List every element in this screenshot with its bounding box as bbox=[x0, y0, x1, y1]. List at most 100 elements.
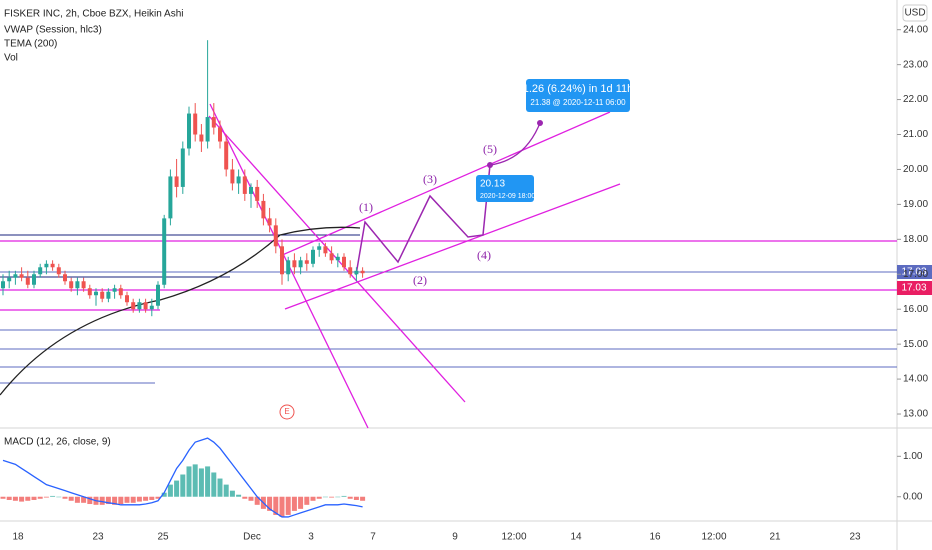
y-tick-label: 19.00 bbox=[903, 199, 928, 210]
x-tick-label: 12:00 bbox=[501, 532, 526, 543]
candle-body bbox=[56, 267, 61, 275]
candle-body bbox=[193, 113, 198, 135]
x-tick-label: 7 bbox=[370, 532, 376, 543]
macd-bar bbox=[335, 496, 341, 498]
projection-curve bbox=[489, 122, 541, 166]
candle-body bbox=[255, 186, 260, 201]
candle-body bbox=[168, 176, 173, 219]
x-tick-label: 14 bbox=[570, 532, 582, 543]
macd-bar bbox=[229, 490, 235, 497]
indicator-label: TEMA (200) bbox=[4, 39, 57, 50]
macd-bar bbox=[130, 496, 136, 503]
candle-body bbox=[199, 134, 204, 142]
y-tick-label: 1.00 bbox=[903, 451, 923, 462]
macd-bar bbox=[62, 496, 68, 499]
macd-bar bbox=[99, 496, 105, 505]
macd-bar bbox=[248, 496, 254, 501]
y-tick-label: 21.00 bbox=[903, 129, 928, 140]
candle-body bbox=[25, 277, 30, 285]
macd-bar bbox=[0, 496, 6, 499]
macd-bar bbox=[254, 496, 260, 505]
y-tick-label: 24.00 bbox=[903, 24, 928, 35]
macd-bar bbox=[273, 496, 279, 515]
candle-body bbox=[348, 267, 353, 275]
macd-bar bbox=[118, 496, 124, 505]
wave-label: (1) bbox=[359, 200, 373, 214]
x-tick-label: 9 bbox=[452, 532, 458, 543]
x-tick-label: 16 bbox=[649, 532, 661, 543]
macd-bar bbox=[310, 496, 316, 501]
point-time: 2020-12-09 18:00 bbox=[480, 193, 535, 200]
x-tick-label: 3 bbox=[308, 532, 314, 543]
x-tick-label: 12:00 bbox=[701, 532, 726, 543]
indicator-label: VWAP (Session, hlc3) bbox=[4, 25, 102, 36]
candle-body bbox=[149, 305, 154, 310]
candle-body bbox=[249, 186, 253, 194]
macd-bar bbox=[279, 496, 285, 517]
macd-bar bbox=[304, 496, 310, 505]
candle-body bbox=[360, 270, 365, 274]
candle-body bbox=[1, 281, 5, 289]
macd-bar bbox=[25, 496, 31, 501]
symbol-title: FISKER INC, 2h, Cboe BZX, Heikin Ashi bbox=[4, 9, 184, 20]
y-tick-label: 16.00 bbox=[903, 304, 928, 315]
macd-bar bbox=[211, 472, 217, 497]
macd-bar bbox=[43, 496, 49, 498]
y-tick-label: 22.00 bbox=[903, 94, 928, 105]
macd-bar bbox=[19, 496, 25, 502]
x-tick-label: 25 bbox=[157, 532, 169, 543]
candle-body bbox=[125, 295, 129, 303]
candle-body bbox=[261, 200, 266, 219]
wave-label: (5) bbox=[483, 142, 497, 156]
macd-line bbox=[2, 437, 363, 518]
macd-bar bbox=[37, 496, 43, 499]
candle-body bbox=[317, 246, 322, 250]
candle-body bbox=[112, 288, 117, 292]
projection-box bbox=[526, 79, 630, 112]
macd-bar bbox=[6, 496, 12, 500]
tema-line bbox=[0, 226, 361, 396]
candle-body bbox=[32, 274, 36, 285]
candle-body bbox=[187, 113, 191, 149]
macd-bar bbox=[353, 496, 359, 500]
macd-bar bbox=[347, 496, 353, 499]
macd-bar bbox=[56, 496, 62, 498]
candle-body bbox=[236, 176, 241, 184]
earnings-icon[interactable] bbox=[279, 404, 295, 420]
currency-box[interactable] bbox=[902, 4, 928, 22]
x-tick-label: 21 bbox=[769, 532, 781, 543]
macd-bar bbox=[124, 496, 130, 503]
macd-bar bbox=[50, 495, 56, 497]
macd-bar bbox=[341, 495, 347, 497]
y-tick-label: 18.00 bbox=[903, 234, 928, 245]
candle-body bbox=[162, 218, 167, 285]
macd-bar bbox=[242, 496, 248, 499]
candle-body bbox=[87, 288, 92, 296]
candle-body bbox=[273, 225, 278, 247]
candle-body bbox=[19, 274, 24, 278]
candle-body bbox=[298, 260, 303, 268]
macd-bar bbox=[74, 496, 80, 503]
candle-body bbox=[267, 218, 272, 226]
macd-bar bbox=[81, 496, 87, 503]
candle-body bbox=[311, 249, 315, 264]
candle-body bbox=[280, 246, 284, 275]
macd-bar bbox=[155, 496, 161, 499]
macd-bar bbox=[316, 496, 322, 499]
candle-body bbox=[329, 253, 334, 261]
candle-body bbox=[156, 284, 160, 306]
wave-label: (3) bbox=[423, 172, 437, 186]
macd-bar bbox=[149, 496, 155, 500]
candle-body bbox=[100, 291, 105, 299]
macd-bar bbox=[217, 478, 223, 497]
candle-body bbox=[205, 117, 210, 142]
x-tick-label: 23 bbox=[92, 532, 104, 543]
price-tag-text: 17.03 bbox=[901, 283, 926, 294]
candle-body bbox=[44, 263, 49, 268]
candle-body bbox=[242, 176, 247, 194]
x-tick-label: Dec bbox=[243, 532, 261, 543]
x-tick-label: 23 bbox=[849, 532, 861, 543]
macd-bar bbox=[205, 466, 211, 497]
